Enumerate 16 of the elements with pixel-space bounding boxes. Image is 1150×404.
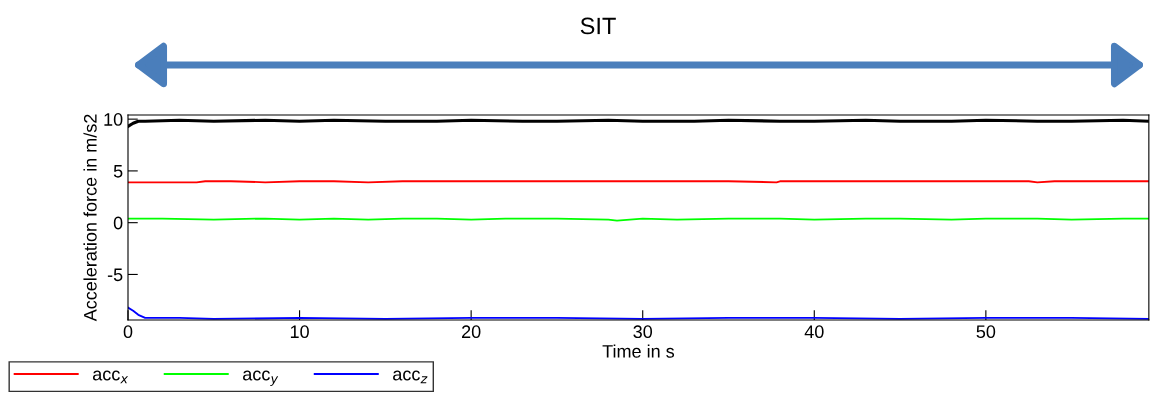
x-axis-title: Time in s (602, 344, 675, 358)
x-tick-label: 0 (123, 325, 133, 339)
y-tick-label: 0 (113, 216, 123, 230)
y-axis-title: Acceleration force in m/s2 (83, 114, 97, 322)
x-tick-label: 30 (633, 325, 653, 339)
text: SIT (580, 17, 616, 35)
legend-label: acc$_{z}$ (393, 370, 428, 384)
x-tick-label: 20 (462, 325, 481, 339)
y-tick-label: 10 (104, 113, 123, 126)
legend-label: acc$_{x}$ (92, 370, 129, 384)
x-tick-label: 50 (976, 325, 996, 339)
x-tick-label: 10 (290, 325, 309, 339)
y-tick-label: -5 (107, 268, 123, 282)
y-tick-label: 5 (113, 165, 123, 178)
x-tick-label: 40 (804, 325, 824, 339)
legend-label: acc$_{y}$ (243, 370, 279, 386)
